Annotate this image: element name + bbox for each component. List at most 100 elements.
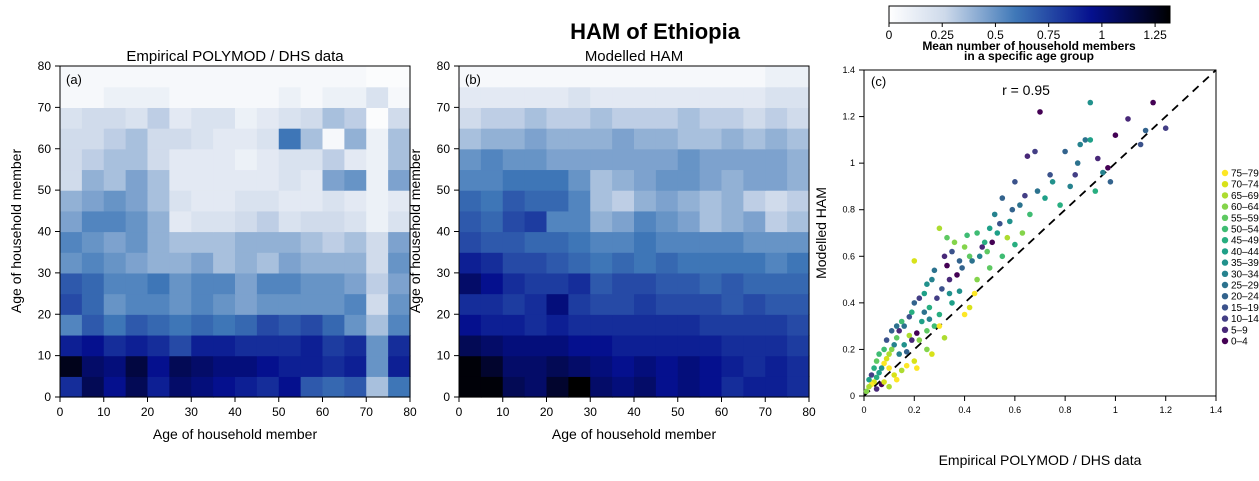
heatmap-cell — [256, 128, 280, 150]
heatmap-cell — [322, 293, 345, 315]
heatmap-cell — [787, 293, 810, 315]
heatmap-cell — [366, 376, 389, 398]
heatmap-cell — [344, 355, 367, 377]
heatmap-cell — [765, 86, 788, 108]
heatmap-cell — [235, 252, 258, 274]
heatmap-cell — [60, 128, 83, 150]
legend-swatch — [1221, 259, 1229, 266]
heatmap-cell — [568, 376, 591, 398]
heatmap-cell — [634, 210, 657, 233]
heatmap-cell — [459, 355, 482, 377]
heatmap-cell — [191, 272, 214, 295]
heatmap-cell — [81, 210, 105, 233]
scatter-point — [911, 258, 918, 264]
heatmap-cell — [300, 231, 324, 253]
heatmap-cell — [125, 272, 149, 295]
heatmap-cell — [480, 376, 504, 398]
heatmap-cell — [256, 355, 280, 377]
heatmap-cell — [590, 66, 613, 88]
heatmap-cell — [103, 252, 127, 274]
heatmap-cell — [568, 66, 591, 88]
heatmap-cell — [612, 66, 635, 88]
heatmap-cell — [278, 334, 302, 357]
heatmap-cell — [235, 128, 258, 150]
scatter-point — [921, 290, 928, 297]
heatmap-cell — [366, 128, 389, 150]
heatmap-panel-a: Empirical POLYMOD / DHS data (a) 0 10 20 30… — [8, 48, 417, 442]
heatmap-cell — [125, 252, 149, 274]
heatmap-cell — [322, 231, 345, 253]
heatmap-cell — [721, 314, 744, 336]
x-tick-label: 0 — [861, 405, 866, 415]
heatmap-cell — [81, 190, 105, 212]
heatmap-cell — [322, 190, 345, 212]
heatmap-cell — [743, 334, 766, 357]
heatmap-cell — [524, 314, 548, 336]
heatmap-cell — [60, 86, 83, 108]
colorbar-tick-label: 0.5 — [987, 28, 1004, 42]
x-tick-label: 50 — [272, 405, 286, 419]
heatmap-cell — [765, 107, 788, 129]
heatmap-cell — [743, 86, 766, 108]
heatmap-cell — [546, 210, 569, 233]
heatmap-cell — [300, 272, 324, 295]
heatmap-cell — [634, 334, 657, 357]
heatmap-cell — [278, 210, 302, 233]
legend-label: 10–14 — [1231, 314, 1259, 325]
heatmap-cell — [169, 148, 192, 171]
heatmap-cell — [169, 355, 192, 377]
heatmap-cell — [787, 252, 810, 274]
heatmap-cell — [546, 376, 569, 398]
heatmap-cell — [459, 293, 482, 315]
heatmap-cell — [743, 272, 766, 295]
heatmap-cell — [191, 210, 214, 233]
heatmap-cell — [590, 314, 613, 336]
heatmap-cell — [344, 86, 367, 108]
heatmap-cell — [366, 293, 389, 315]
heatmap-cell — [612, 128, 635, 150]
legend-swatch — [1221, 192, 1229, 199]
heatmap-cell — [612, 334, 635, 357]
panel-b-title: Modelled HAM — [585, 48, 683, 65]
heatmap-cell — [256, 86, 280, 108]
scatter-point — [936, 225, 943, 232]
heatmap-cell — [590, 86, 613, 108]
scatter-point — [916, 295, 923, 302]
y-tick-label: 10 — [437, 349, 451, 363]
panel-c-xlabel: Empirical POLYMOD / DHS data — [939, 452, 1142, 468]
heatmap-cell — [480, 86, 504, 108]
heatmap-cell — [300, 376, 324, 398]
heatmap-cell — [322, 376, 345, 398]
heatmap-cell — [699, 210, 723, 233]
scatter-point — [888, 328, 895, 334]
x-tick-label: 60 — [316, 405, 330, 419]
heatmap-cell — [634, 148, 657, 171]
scatter-point — [1022, 192, 1028, 199]
heatmap-cell — [699, 334, 723, 357]
scatter-point — [1082, 137, 1089, 143]
heatmap-cell — [524, 169, 548, 191]
y-tick-label: 20 — [437, 307, 451, 321]
heatmap-cell — [103, 272, 127, 295]
colorbar-label-line1: Mean number of household members — [922, 39, 1136, 53]
scatter-point — [886, 365, 892, 371]
scatter-point — [997, 220, 1003, 227]
heatmap-cell — [322, 334, 345, 357]
heatmap-cell — [502, 190, 526, 212]
x-tick-label: 1.4 — [1210, 405, 1223, 415]
heatmap-cell — [147, 148, 170, 171]
heatmap-cell — [590, 107, 613, 129]
heatmap-cell — [721, 107, 744, 129]
heatmap-b-cells — [459, 66, 810, 398]
scatter-points — [863, 99, 1169, 395]
heatmap-cell — [677, 272, 701, 295]
heatmap-cell — [502, 210, 526, 233]
scatter-y-ticks: 0 0.2 0.4 0.6 0.8 1 1.2 1.4 — [842, 65, 864, 401]
y-tick-label: 70 — [38, 100, 52, 114]
scatter-point — [886, 351, 892, 357]
scatter-point — [893, 323, 900, 329]
panel-b-ylabel: Age of household member — [407, 149, 423, 314]
heatmap-cell — [546, 148, 569, 171]
heatmap-cell — [502, 314, 526, 336]
